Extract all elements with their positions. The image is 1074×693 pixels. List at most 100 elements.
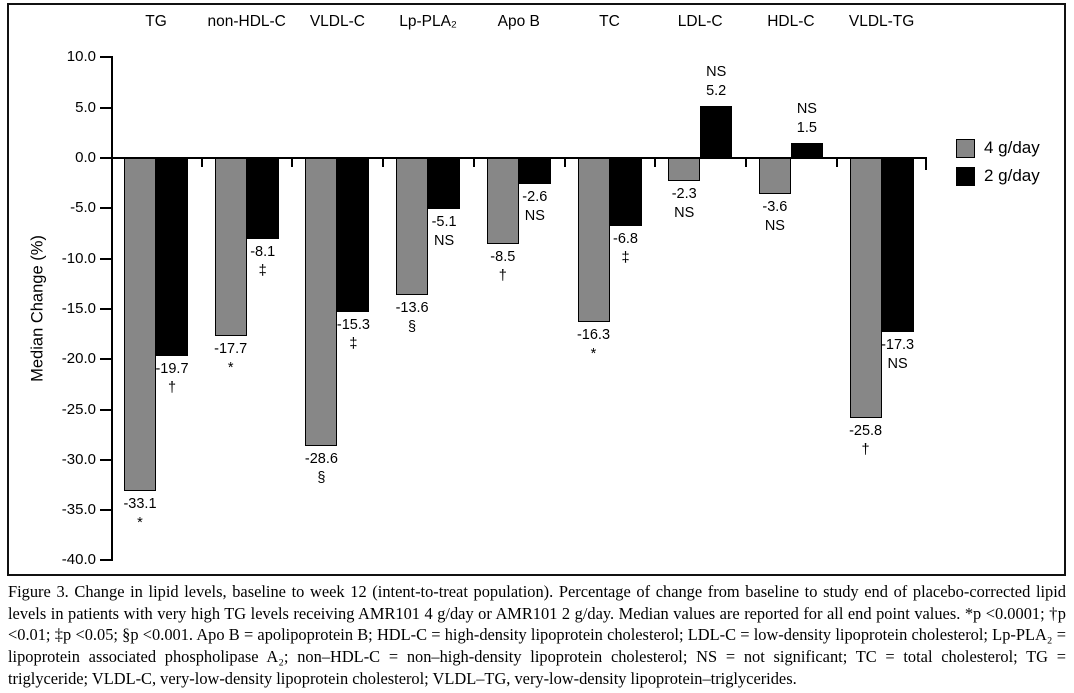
bar-label-4gday-HDL-C: -3.6 NS [744, 198, 806, 236]
bar-label-line: -8.1 [250, 244, 276, 260]
bar-label-line: -15.3 [336, 317, 370, 333]
bar-2gday-Lp-PLA₂ [428, 158, 461, 209]
bar-label-line: 1.5 [796, 120, 817, 136]
bar-4gday-Apo B [486, 158, 519, 244]
category-label-TC: TC [599, 13, 620, 30]
y-tick [100, 207, 111, 210]
x-axis-group-tick [382, 158, 385, 167]
bar-label-line: § [408, 319, 417, 335]
legend-item-4gday: 4 g/day [956, 138, 1066, 158]
bar-label-2gday-VLDL-C: -15.3 ‡ [322, 316, 384, 354]
bar-label-line: -33.1 [123, 496, 157, 512]
y-tick-label: 10.0 [66, 48, 96, 66]
y-tick-label: -10.0 [61, 249, 96, 267]
bar-label-line: NS [706, 64, 727, 80]
y-tick [100, 358, 111, 361]
x-axis-group-tick [472, 158, 475, 167]
bar-label-4gday-TC: -16.3 * [563, 326, 625, 364]
y-tick-label: -35.0 [61, 501, 96, 519]
y-tick-label: -15.0 [61, 299, 96, 317]
category-label-LDL-C: LDL-C [677, 13, 723, 30]
bar-label-line: -2.3 [671, 186, 697, 202]
bar-label-4gday-VLDL-C: -28.6 § [290, 450, 352, 488]
category-label-TG: TG [145, 13, 167, 30]
bar-label-line: -13.6 [395, 300, 429, 316]
bar-2gday-TG [156, 158, 188, 356]
y-tick [100, 257, 111, 260]
bar-label-line: † [861, 442, 870, 458]
bar-label-line: NS [524, 208, 545, 224]
bar-label-2gday-LDL-C: NS 5.2 [685, 63, 747, 101]
bar-label-line: -6.8 [613, 231, 638, 247]
bar-2gday-TC [609, 158, 642, 226]
bar-label-2gday-TG: -19.7 † [141, 360, 203, 398]
bar-label-line: -28.6 [304, 451, 338, 467]
bar-label-line: NS [796, 101, 817, 117]
bar-label-line: -19.7 [155, 361, 189, 377]
y-tick [100, 559, 111, 562]
legend-item-2gday: 2 g/day [956, 166, 1066, 186]
bar-label-line: -17.3 [881, 337, 915, 353]
bar-2gday-HDL-C [790, 143, 823, 158]
bar-label-2gday-Lp-PLA₂: -5.1 NS [413, 213, 475, 251]
y-tick-label: -30.0 [61, 450, 96, 468]
bar-label-line: ‡ [258, 263, 267, 279]
bar-4gday-TG [124, 158, 156, 491]
bar-label-line: NS [674, 205, 695, 221]
bar-label-4gday-LDL-C: -2.3 NS [653, 185, 715, 223]
bar-4gday-LDL-C [668, 158, 701, 181]
category-label-VLDL-TG: VLDL-TG [848, 13, 915, 30]
bar-label-line: ‡ [349, 336, 358, 352]
bar-4gday-VLDL-C [305, 158, 338, 446]
bar-label-2gday-VLDL-TG: -17.3 NS [867, 336, 929, 374]
y-tick-label: -5.0 [70, 199, 96, 217]
x-axis-group-tick [835, 158, 838, 167]
bar-label-line: -25.8 [849, 423, 883, 439]
bar-4gday-HDL-C [758, 158, 791, 194]
bar-label-2gday-HDL-C: NS 1.5 [776, 100, 838, 138]
bar-label-line: † [167, 380, 177, 396]
y-tick [100, 408, 111, 411]
legend-label-4gday: 4 g/day [984, 138, 1040, 157]
bar-label-line: NS [764, 218, 785, 234]
y-tick [100, 307, 111, 310]
y-tick [100, 56, 111, 59]
bar-label-line: § [317, 470, 326, 486]
legend-swatch-2gday [956, 166, 975, 186]
bar-2gday-Apo B [518, 158, 551, 184]
y-tick-label: -40.0 [61, 551, 96, 569]
y-tick-label: -20.0 [61, 350, 96, 368]
category-label-Lp-PLA₂: Lp-PLA₂ [399, 13, 457, 30]
bar-label-4gday-non-HDL-C: -17.7 * [200, 340, 262, 378]
y-tick-label: -25.0 [61, 400, 96, 418]
bar-4gday-VLDL-TG [849, 158, 882, 418]
category-label-VLDL-C: VLDL-C [309, 13, 365, 30]
bar-label-2gday-non-HDL-C: -8.1 ‡ [232, 243, 294, 281]
y-tick [100, 509, 111, 512]
bar-label-4gday-Lp-PLA₂: -13.6 § [381, 299, 443, 337]
legend-label-2gday: 2 g/day [984, 166, 1040, 185]
x-axis-group-tick [200, 158, 203, 167]
bar-label-line: -2.6 [522, 189, 548, 205]
y-axis-line [111, 56, 113, 561]
bar-label-line: -3.6 [762, 199, 788, 215]
x-axis-group-tick [563, 158, 566, 167]
y-tick-label: 0.0 [75, 149, 96, 166]
bar-label-line: -17.7 [214, 341, 248, 357]
x-axis-group-tick [744, 158, 747, 167]
bar-label-line: NS [434, 233, 455, 249]
bar-label-4gday-Apo B: -8.5 † [472, 248, 534, 286]
bar-label-2gday-TC: -6.8 ‡ [595, 230, 657, 268]
y-tick [100, 458, 111, 461]
bar-2gday-VLDL-TG [881, 158, 914, 332]
bar-label-line: * [590, 346, 597, 362]
bar-label-line: NS [887, 356, 908, 372]
bar-label-4gday-VLDL-TG: -25.8 † [835, 422, 897, 460]
category-label-HDL-C: HDL-C [767, 13, 815, 30]
x-axis-group-tick [291, 158, 294, 167]
y-tick-label: 5.0 [75, 98, 96, 116]
bar-2gday-VLDL-C [337, 158, 370, 312]
figure-caption: Figure 3. Change in lipid levels, baseli… [8, 582, 1066, 688]
bar-label-line: -8.5 [490, 249, 516, 265]
bar-label-line: * [227, 360, 234, 376]
